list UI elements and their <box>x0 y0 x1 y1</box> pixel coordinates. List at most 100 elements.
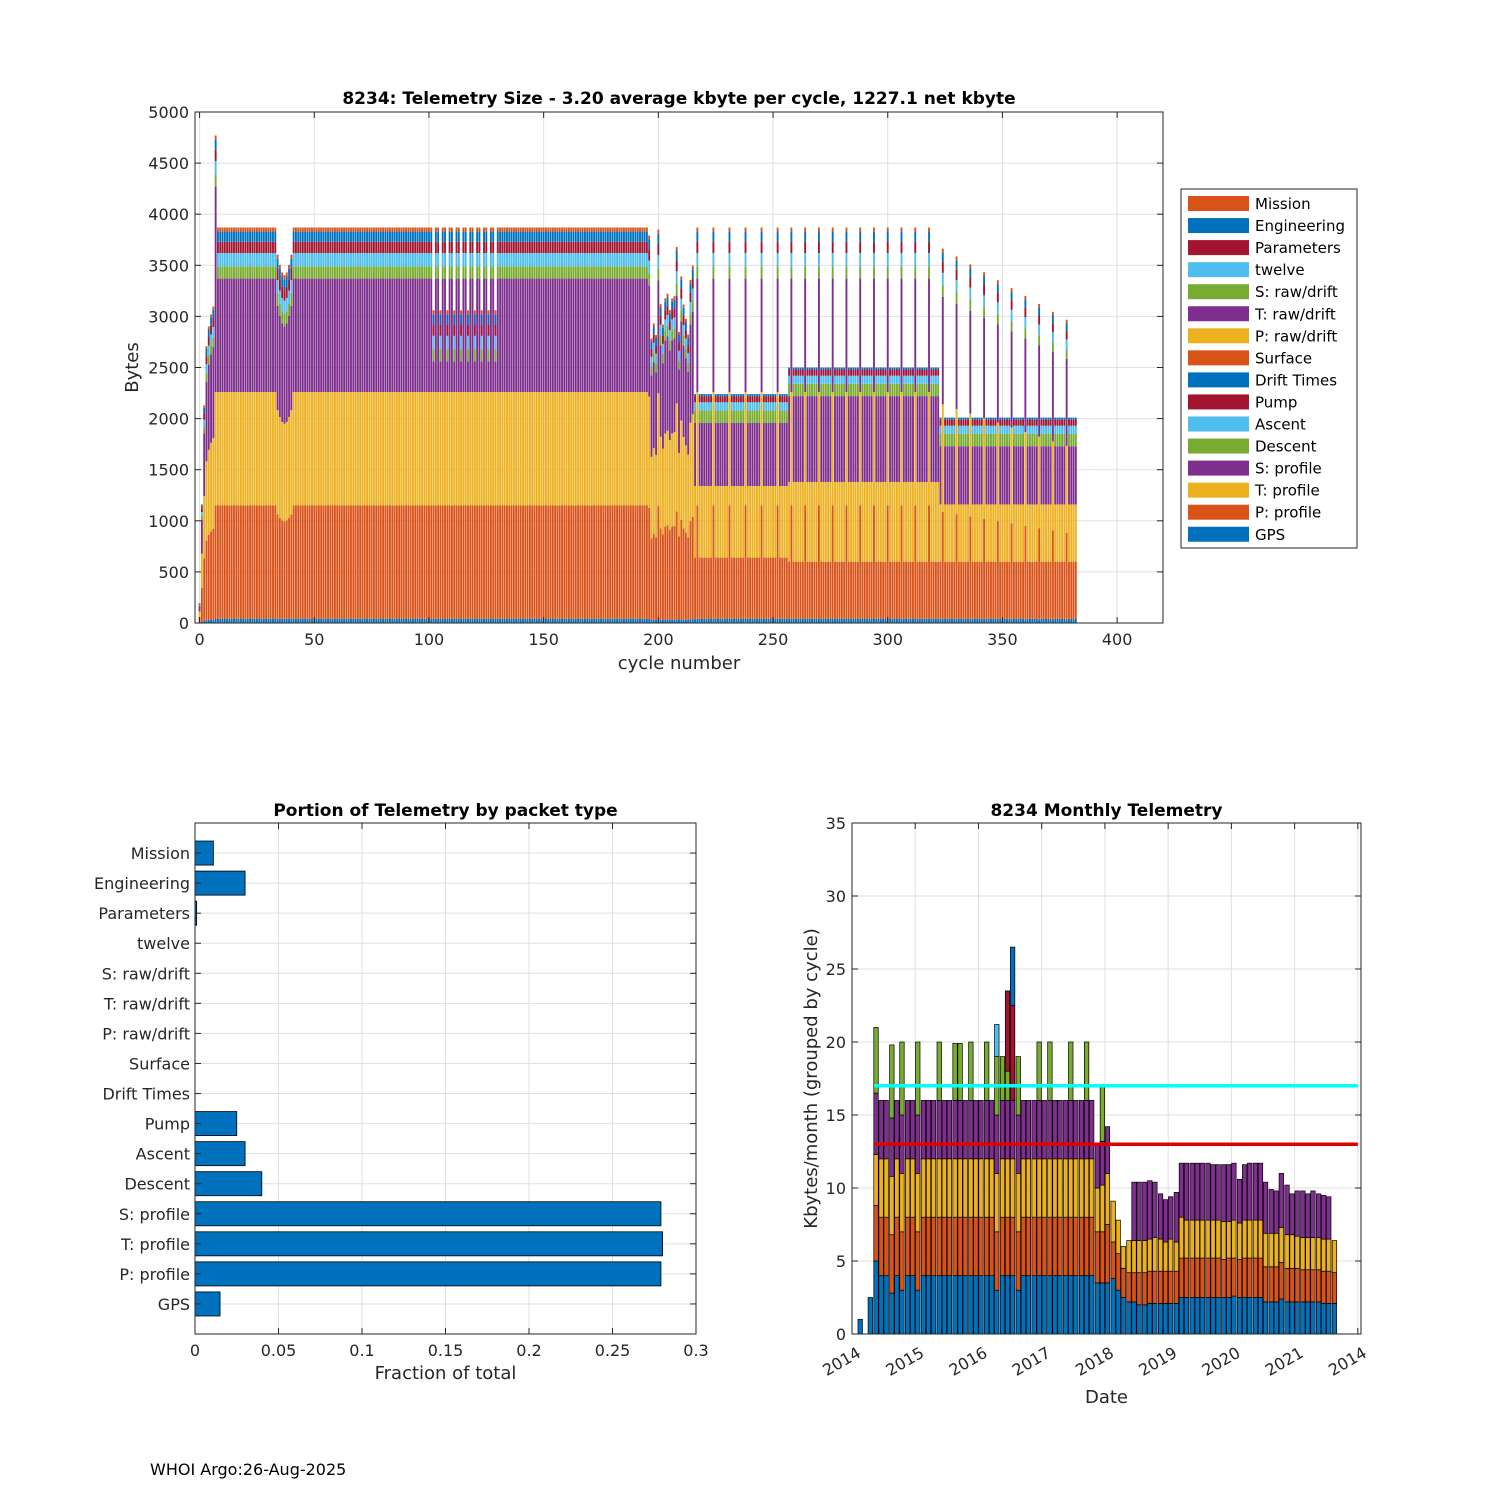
bar-segment <box>242 242 244 253</box>
bar-segment <box>747 396 749 402</box>
bar-segment <box>981 619 983 623</box>
bar-segment <box>871 368 873 370</box>
bar-segment <box>912 384 914 396</box>
bar-segment <box>522 227 524 231</box>
y-tick-label: 2000 <box>148 410 189 429</box>
bar-segment <box>426 253 428 266</box>
bar-segment <box>843 562 845 619</box>
bar-segment <box>616 227 618 231</box>
bar-segment <box>573 227 575 231</box>
bar-segment <box>804 266 806 278</box>
bar-segment <box>997 314 999 325</box>
bar-segment <box>940 426 942 434</box>
bar-segment <box>703 486 705 558</box>
bar-segment <box>671 433 673 526</box>
x-tick-label: 2019 <box>1135 1343 1180 1380</box>
bar-segment <box>855 368 857 370</box>
bar-segment <box>754 402 756 410</box>
bar-segment <box>609 242 611 253</box>
bar-segment <box>1015 426 1017 434</box>
bar-segment <box>517 227 519 231</box>
month-bar-segment <box>1095 1232 1099 1283</box>
bar-segment <box>1008 426 1010 434</box>
bar-segment <box>829 619 831 623</box>
bar-segment <box>1008 420 1010 426</box>
month-bar-segment <box>1168 1239 1172 1271</box>
bar-segment <box>247 505 249 618</box>
bar-segment <box>972 420 974 426</box>
bar-segment <box>846 392 848 505</box>
month-bar-segment <box>1263 1182 1267 1233</box>
bar-segment <box>696 392 698 505</box>
month-bar-segment <box>1290 1235 1294 1269</box>
month-bar-segment <box>1000 1217 1004 1275</box>
y-tick-label: 3500 <box>148 256 189 275</box>
bar-segment <box>875 376 877 384</box>
x-tick-label: 100 <box>414 630 445 649</box>
bar-segment <box>914 392 916 505</box>
bar-segment <box>738 619 740 623</box>
bar-segment <box>1036 426 1038 434</box>
bar-segment <box>249 227 251 231</box>
bar-segment <box>313 505 315 618</box>
bar-segment <box>784 402 786 410</box>
bar-segment <box>953 619 955 623</box>
bar-segment <box>325 227 327 231</box>
bar-segment <box>495 314 497 324</box>
bar-segment <box>930 370 932 376</box>
bar-segment <box>742 402 744 410</box>
bar-segment <box>669 321 671 330</box>
bar-segment <box>651 341 653 348</box>
bar-segment <box>960 446 962 504</box>
bar-segment <box>277 269 279 280</box>
bar-segment <box>988 504 990 561</box>
month-bar-segment <box>1232 1220 1236 1258</box>
month-bar-segment <box>1327 1303 1331 1334</box>
bar-segment <box>958 418 960 420</box>
bar-segment <box>1001 426 1003 434</box>
bar-segment <box>992 446 994 504</box>
bar-segment <box>586 279 588 392</box>
bar-segment <box>453 619 455 623</box>
bar-segment <box>371 392 373 505</box>
bar-segment <box>852 562 854 619</box>
bar-segment <box>472 505 474 618</box>
bar-segment <box>974 418 976 420</box>
x-axis-label: Date <box>1085 1387 1128 1408</box>
bar-segment <box>873 266 875 278</box>
month-bar-segment <box>1153 1238 1157 1272</box>
bar-segment <box>304 505 306 618</box>
bar-segment <box>281 298 283 311</box>
bar-segment <box>930 482 932 562</box>
bar-segment <box>433 325 435 336</box>
bar-segment <box>910 370 912 376</box>
bar-segment <box>747 394 749 396</box>
bar-segment <box>217 505 219 618</box>
bar-segment <box>428 279 430 392</box>
bar-segment <box>437 227 439 231</box>
legend-label: Mission <box>1255 195 1311 213</box>
bar-segment <box>687 363 689 372</box>
bar-segment <box>967 562 969 619</box>
bar-segment <box>384 505 386 618</box>
bar-segment <box>332 392 334 505</box>
bar-segment <box>384 242 386 253</box>
bar-segment <box>846 253 848 266</box>
bar-s-profile <box>195 1202 661 1226</box>
bar-segment <box>288 417 290 518</box>
bar-segment <box>703 396 705 402</box>
bar-segment <box>745 392 747 505</box>
bar-segment <box>401 253 403 266</box>
bar-segment <box>646 227 648 231</box>
bar-segment <box>410 279 412 392</box>
bar-segment <box>556 279 558 392</box>
bar-segment <box>891 562 893 619</box>
bar-segment <box>251 619 253 623</box>
bar-segment <box>495 310 497 314</box>
bar-segment <box>577 619 579 623</box>
bar-segment <box>618 227 620 231</box>
bar-segment <box>1018 418 1020 420</box>
bar-segment <box>885 619 887 623</box>
bar-segment <box>249 505 251 618</box>
bar-segment <box>770 394 772 396</box>
